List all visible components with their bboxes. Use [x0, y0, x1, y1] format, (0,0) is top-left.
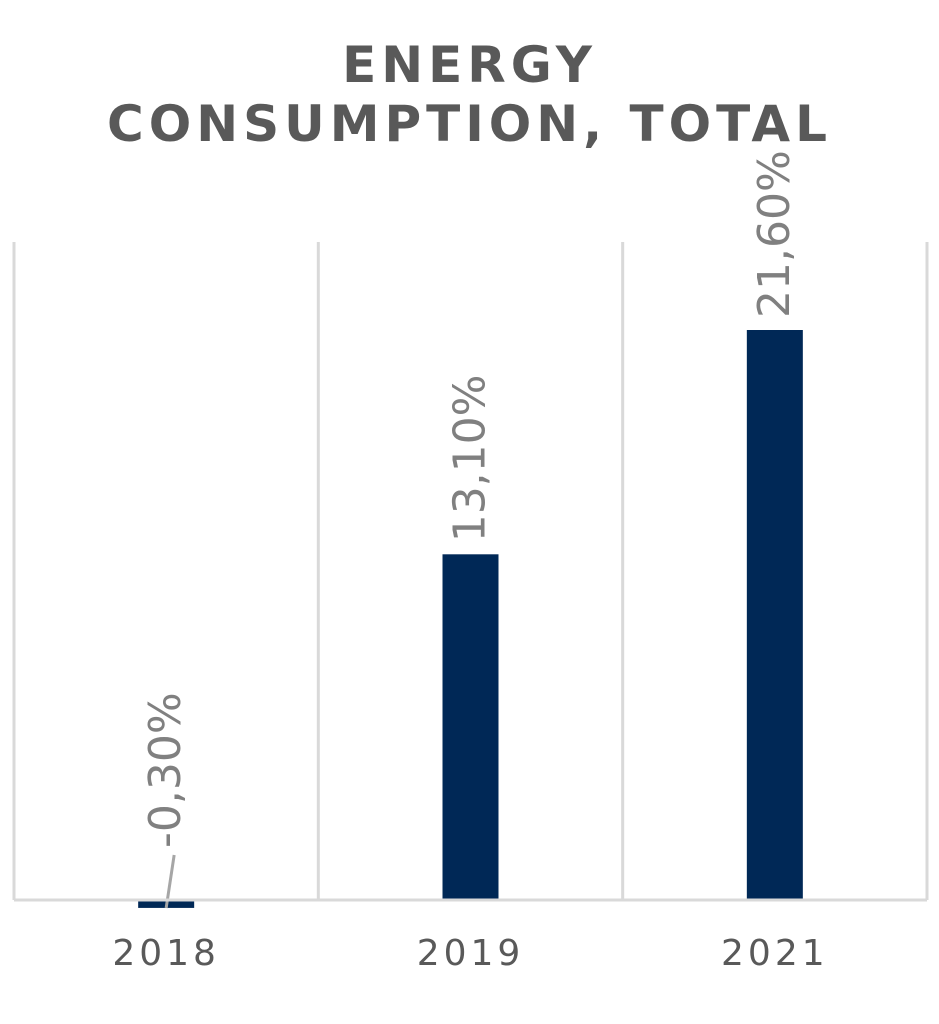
chart-title-line-1: ENERGY: [342, 36, 597, 94]
tick-label-2018: 2018: [112, 933, 220, 974]
data-label-2018: -0,30%: [140, 692, 191, 848]
data-label-2019: 13,10%: [445, 375, 496, 543]
data-label-2021: 21,60%: [749, 150, 800, 318]
chart-title-line-2: CONSUMPTION, TOTAL: [107, 95, 832, 153]
tick-label-2021: 2021: [721, 933, 829, 974]
bar-2021: [746, 330, 803, 900]
tick-label-2019: 2019: [417, 933, 525, 974]
bar-2019: [442, 554, 499, 900]
